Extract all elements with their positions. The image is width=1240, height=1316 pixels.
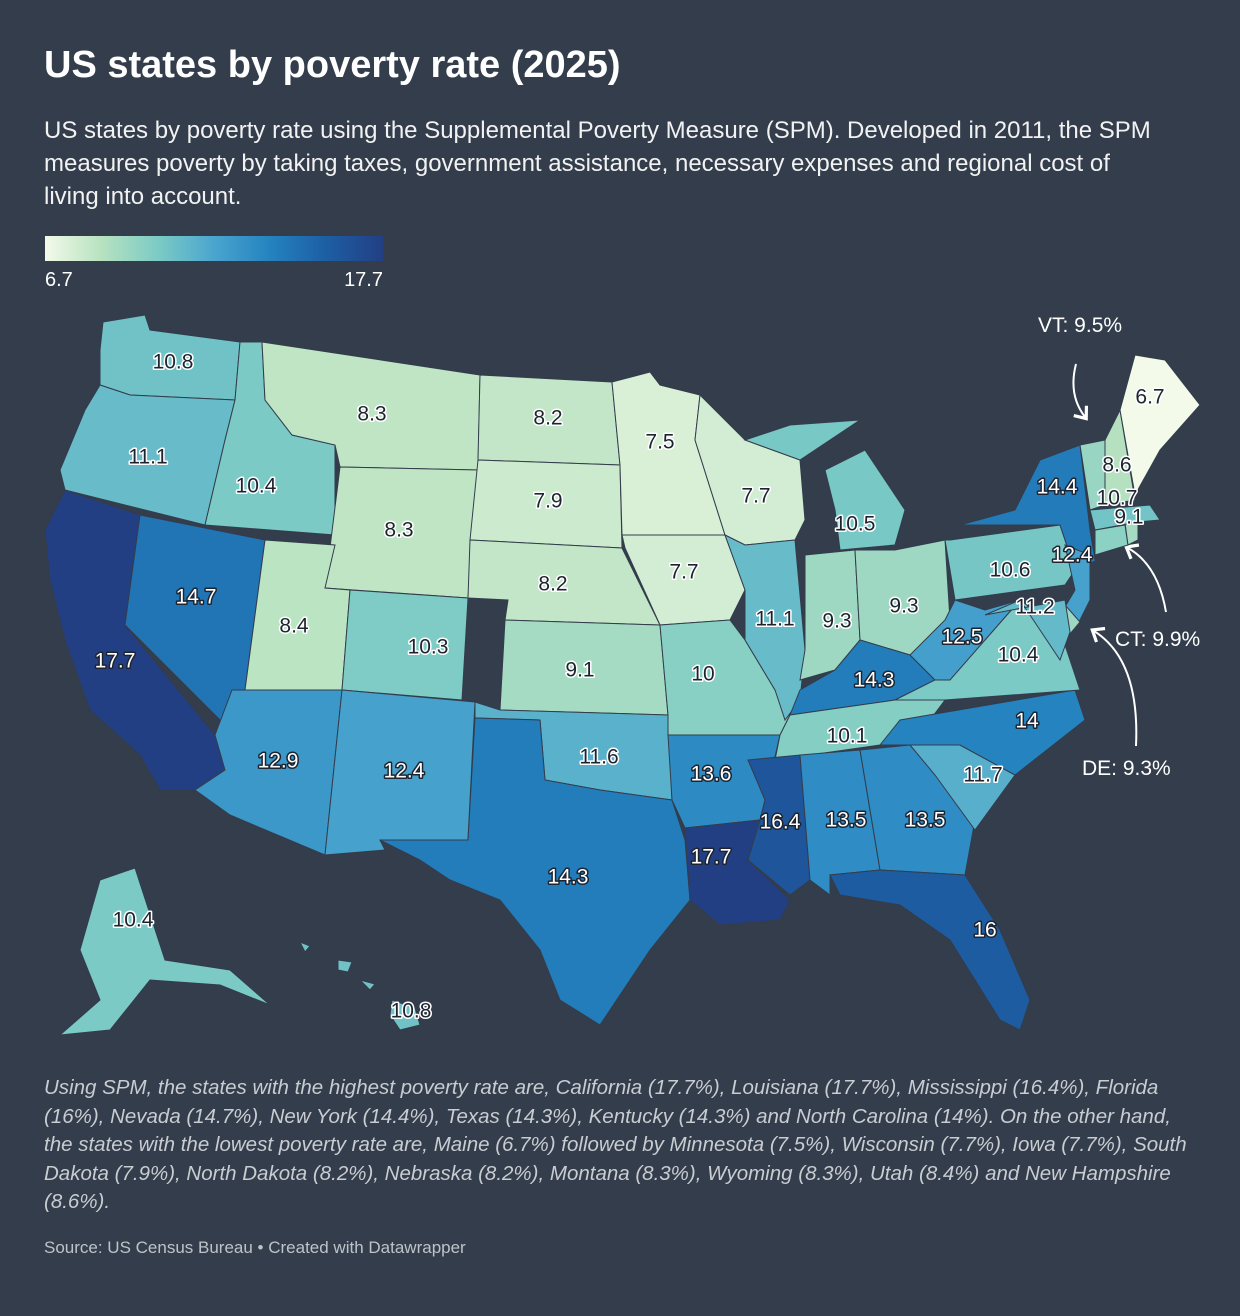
state (829, 869, 1031, 1031)
value-label: 7.7 (741, 485, 770, 508)
chart-title: US states by poverty rate (2025) (44, 44, 621, 86)
value-label: 10.4 (113, 909, 154, 932)
value-label: 7.7 (669, 561, 698, 584)
value-label: 10.4 (236, 475, 277, 498)
legend-min-label: 6.7 (45, 269, 73, 291)
value-label: 13.5 (905, 809, 946, 832)
chart-subtitle: US states by poverty rate using the Supp… (44, 117, 1151, 210)
value-label: 13.5 (826, 809, 867, 832)
value-label: 14 (1015, 710, 1039, 733)
value-label: 10.3 (408, 636, 449, 659)
value-label: 7.9 (533, 490, 562, 513)
annotation: VT: 9.5% (1038, 314, 1122, 337)
value-label: 9.1 (1114, 506, 1143, 529)
value-label: 14.3 (548, 866, 589, 889)
value-label: 12.9 (258, 750, 299, 773)
value-label: 16 (973, 919, 996, 942)
value-label: 14.4 (1037, 476, 1078, 499)
value-label: 16.4 (760, 811, 801, 834)
value-label: 10.6 (990, 559, 1031, 582)
note: Using SPM, the states with the highest p… (44, 1076, 1187, 1213)
value-label: 8.6 (1102, 454, 1131, 477)
legend-max-label: 17.7 (344, 269, 383, 291)
value-label: 9.3 (822, 610, 851, 633)
state (1089, 504, 1161, 531)
value-labels: 10.8 11.1 17.7 10.4 14.7 8.3 8.3 8.4 12.9 10.3 12.… (93, 349, 1166, 1024)
value-label: 12.5 (942, 626, 983, 649)
value-label: 11.6 (579, 746, 618, 769)
state (984, 599, 1071, 662)
value-label: 6.7 (1135, 386, 1164, 409)
value-label: 11.2 (1015, 596, 1054, 619)
value-label: 17.7 (691, 846, 732, 869)
state (724, 533, 806, 722)
value-label: 12.4 (1052, 544, 1093, 567)
state (1119, 354, 1201, 497)
value-label: 12.4 (384, 760, 425, 783)
value-label: 8.2 (538, 573, 567, 596)
value-label: 8.2 (533, 407, 562, 430)
value-label: 11.1 (755, 608, 794, 631)
source: Source: US Census Bureau • Created with … (44, 1238, 466, 1257)
state (743, 419, 906, 551)
value-label: 13.6 (691, 763, 732, 786)
value-label: 14.3 (854, 669, 895, 692)
annotation: CT: 9.9% (1115, 628, 1200, 651)
legend-bar (45, 236, 383, 261)
annotation: DE: 9.3% (1082, 757, 1171, 780)
state (1104, 408, 1136, 506)
value-label: 10 (691, 663, 714, 686)
value-label: 11.7 (963, 764, 1002, 787)
value-label: 10.1 (827, 725, 868, 748)
value-label: 11.1 (128, 446, 167, 469)
annotation-arrow (1072, 363, 1089, 421)
value-label: 9.3 (889, 595, 918, 618)
annotation-arrow (1090, 626, 1138, 747)
value-label: 8.4 (279, 615, 309, 638)
state (379, 717, 691, 1026)
state (859, 744, 976, 876)
value-label: 10.4 (998, 644, 1039, 667)
value-label: 10.5 (835, 513, 876, 536)
value-label: 10.8 (391, 1000, 432, 1023)
states (44, 314, 1201, 1036)
value-label: 10.8 (153, 351, 194, 374)
state (1061, 544, 1091, 631)
state (909, 599, 1022, 681)
state (298, 941, 421, 1031)
state (341, 589, 469, 701)
value-label: 14.7 (176, 586, 217, 609)
value-label: 10.7 (1097, 487, 1138, 510)
value-label: 8.3 (357, 403, 386, 426)
value-label: 7.5 (645, 431, 674, 454)
value-label: 8.3 (384, 519, 413, 542)
state (58, 867, 271, 1036)
value-label: 9.1 (565, 659, 594, 682)
annotation-arrow (1124, 543, 1167, 613)
value-label: 17.7 (95, 650, 136, 673)
